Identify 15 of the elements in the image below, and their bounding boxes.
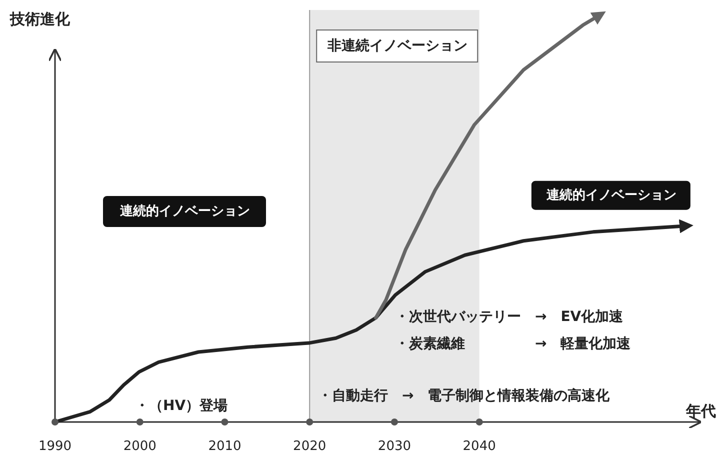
- annotation: ・（HV）登場: [135, 398, 228, 414]
- x-tick-label: 2010: [208, 439, 242, 454]
- x-tick-label: 1990: [38, 439, 72, 454]
- annotation: ・炭素繊維 → 軽量化加速: [395, 336, 632, 352]
- text: 非連続イノベーション: [326, 38, 468, 54]
- y-axis-title: 技術進化: [9, 10, 71, 28]
- x-tick-label: 2040: [462, 439, 496, 454]
- x-tick-label: 2020: [293, 439, 326, 454]
- annotation: 連続的イノベーション: [119, 204, 250, 219]
- annotation: ・次世代バッテリー → EV化加速: [395, 309, 624, 325]
- annotation: ・自動走行 → 電子制御と情報装備の高速化: [318, 387, 611, 404]
- x-tick-label: 2030: [378, 439, 412, 454]
- x-axis-title: 年代: [685, 402, 716, 420]
- series-label: 連続的イノベーション: [545, 188, 676, 203]
- x-tick-label: 2000: [123, 439, 156, 454]
